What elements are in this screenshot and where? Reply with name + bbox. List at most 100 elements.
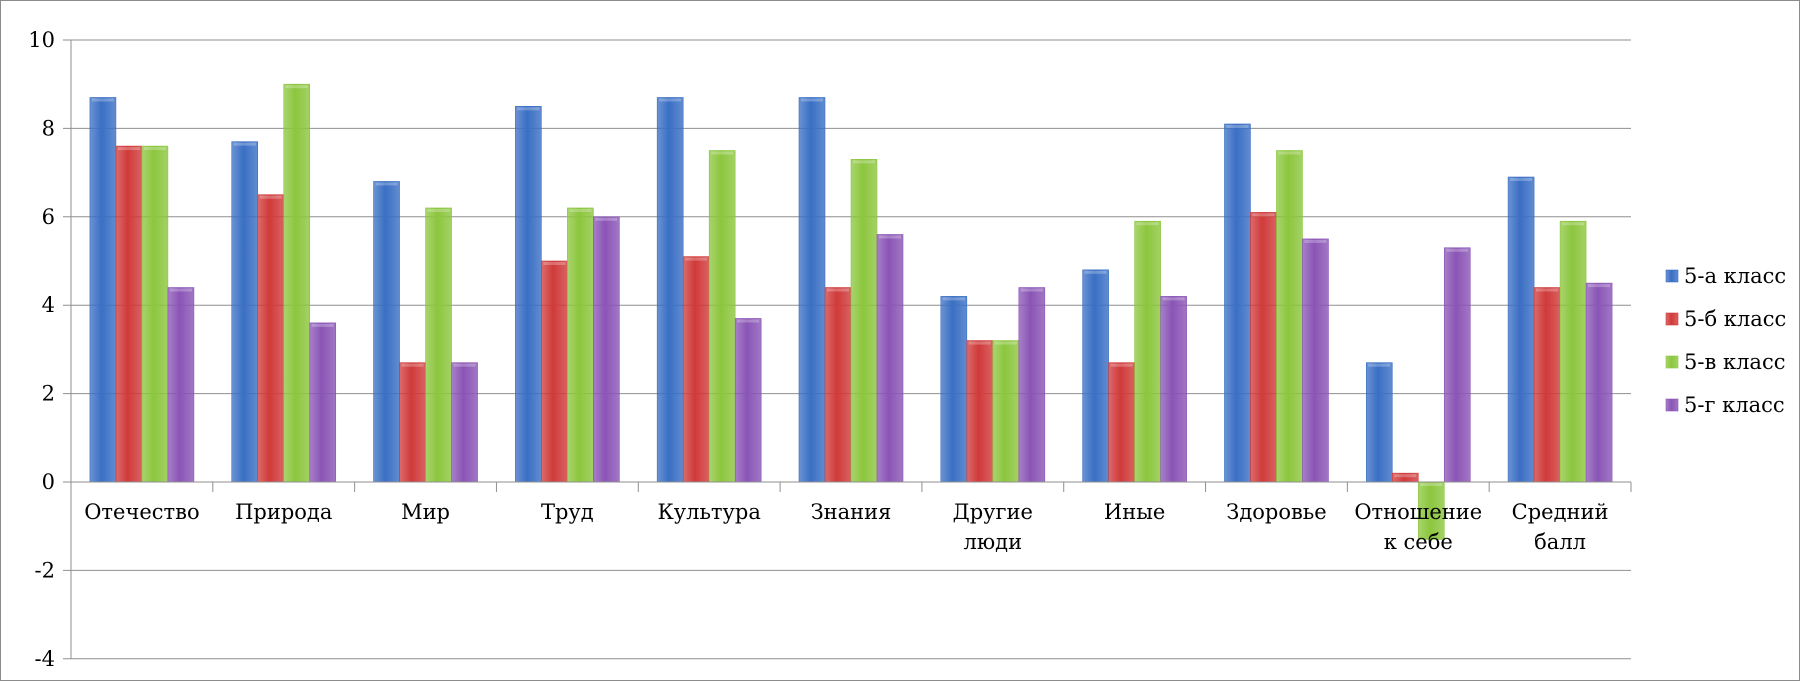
legend-label: 5-г класс: [1684, 393, 1785, 417]
x-tick-label: к себе: [1384, 530, 1453, 554]
y-tick-label: 4: [42, 293, 55, 317]
x-tick-label: Мир: [401, 500, 450, 524]
bar-1-8: [1082, 269, 1109, 483]
bar-2-7: [966, 340, 994, 483]
bar-2-6: [824, 287, 852, 483]
bar-3-8: [1134, 220, 1161, 483]
bar-3-6: [850, 159, 878, 483]
bar-2-1: [115, 145, 143, 483]
legend-label: 5-б класс: [1684, 307, 1786, 331]
x-tick-label: Культура: [658, 500, 761, 524]
bar-highlight: [1252, 213, 1275, 217]
legend-swatch: [1665, 269, 1679, 283]
bar-1-3: [373, 181, 400, 483]
legend-label: 5-в класс: [1684, 350, 1785, 374]
bar-3-4: [567, 207, 594, 483]
bar-highlight: [659, 98, 682, 102]
bar-1-11: [1507, 176, 1535, 483]
bar-highlight: [91, 98, 114, 102]
x-tick-label: Труд: [541, 500, 594, 524]
bar-4-4: [593, 216, 620, 483]
bar-highlight: [1394, 474, 1417, 478]
bar-highlight: [311, 323, 334, 327]
bar-4-11: [1585, 282, 1613, 483]
x-tick-label: Здоровье: [1226, 500, 1326, 524]
bar-4-2: [309, 322, 337, 483]
bar-highlight: [233, 142, 256, 146]
legend-label: 5-а класс: [1684, 264, 1786, 288]
bar-1-2: [231, 141, 259, 483]
bar-4-7: [1018, 287, 1046, 483]
bar-highlight: [1020, 288, 1043, 292]
bar-3-11: [1559, 220, 1587, 483]
bars: [89, 83, 1613, 540]
bar-highlight: [427, 208, 450, 212]
legend-swatch: [1665, 398, 1679, 412]
y-tick-label: -4: [35, 647, 55, 671]
bar-highlight: [169, 288, 192, 292]
y-axis: 10 8 6 4 2 0 -2 -4: [28, 28, 72, 671]
bar-highlight: [117, 147, 140, 151]
bar-1-7: [940, 296, 968, 483]
bar-highlight: [994, 341, 1017, 345]
bar-highlight: [1420, 483, 1443, 486]
bar-3-3: [425, 207, 452, 483]
y-tick-label: 0: [42, 470, 55, 494]
bar-highlight: [968, 341, 991, 345]
bar-highlight: [1536, 288, 1559, 292]
bar-1-6: [798, 97, 826, 483]
bar-2-2: [257, 194, 285, 483]
bar-2-8: [1108, 362, 1135, 483]
bar-highlight: [711, 151, 734, 155]
bar-1-9: [1224, 123, 1251, 483]
legend-swatch: [1665, 355, 1679, 369]
bar-highlight: [1368, 363, 1391, 367]
bar-1-10: [1365, 362, 1393, 483]
bar-highlight: [375, 182, 398, 186]
legend-swatch: [1665, 312, 1679, 326]
x-tick-label: Знания: [811, 500, 892, 524]
bar-highlight: [1110, 363, 1133, 367]
bar-highlight: [1304, 239, 1327, 243]
bar-4-1: [167, 287, 195, 483]
bar-4-9: [1302, 238, 1329, 483]
bar-highlight: [1446, 248, 1469, 252]
x-tick-label: балл: [1534, 530, 1586, 554]
bar-highlight: [517, 107, 540, 111]
x-tick-label: Иные: [1104, 500, 1165, 524]
y-tick-label: 8: [42, 116, 55, 140]
bar-highlight: [1588, 284, 1611, 288]
x-axis: Отечество Природа Мир Труд Культура Знания Дру…: [70, 481, 1632, 554]
bar-3-2: [283, 83, 311, 483]
bar-3-5: [708, 150, 736, 483]
bar-3-9: [1276, 150, 1303, 483]
legend: 5-а класс 5-б класс 5-в класс 5-г класс: [1665, 264, 1786, 417]
y-tick-label: 2: [42, 382, 55, 406]
bar-3-10: [1417, 481, 1445, 540]
bar-highlight: [143, 147, 166, 151]
bar-highlight: [801, 98, 823, 102]
bar-4-8: [1160, 296, 1187, 483]
bar-highlight: [685, 257, 708, 261]
bar-highlight: [1510, 178, 1533, 182]
x-tick-label: Отечество: [84, 500, 199, 524]
bar-2-9: [1250, 212, 1277, 483]
x-tick-label: Другие: [953, 500, 1033, 524]
bar-highlight: [1084, 270, 1107, 274]
bar-1-4: [515, 106, 542, 483]
bar-highlight: [1162, 297, 1185, 301]
bar-highlight: [879, 235, 901, 239]
y-tick-label: 6: [42, 205, 55, 229]
bar-highlight: [1278, 151, 1301, 155]
bar-highlight: [827, 288, 849, 292]
bar-highlight: [453, 363, 476, 367]
x-tick-label: Средний: [1512, 500, 1609, 524]
bar-3-1: [141, 145, 169, 483]
bar-highlight: [1226, 124, 1249, 128]
bar-highlight: [1562, 222, 1585, 226]
x-tick-label: Природа: [235, 500, 332, 524]
bar-highlight: [401, 363, 424, 367]
bar-highlight: [569, 208, 592, 212]
